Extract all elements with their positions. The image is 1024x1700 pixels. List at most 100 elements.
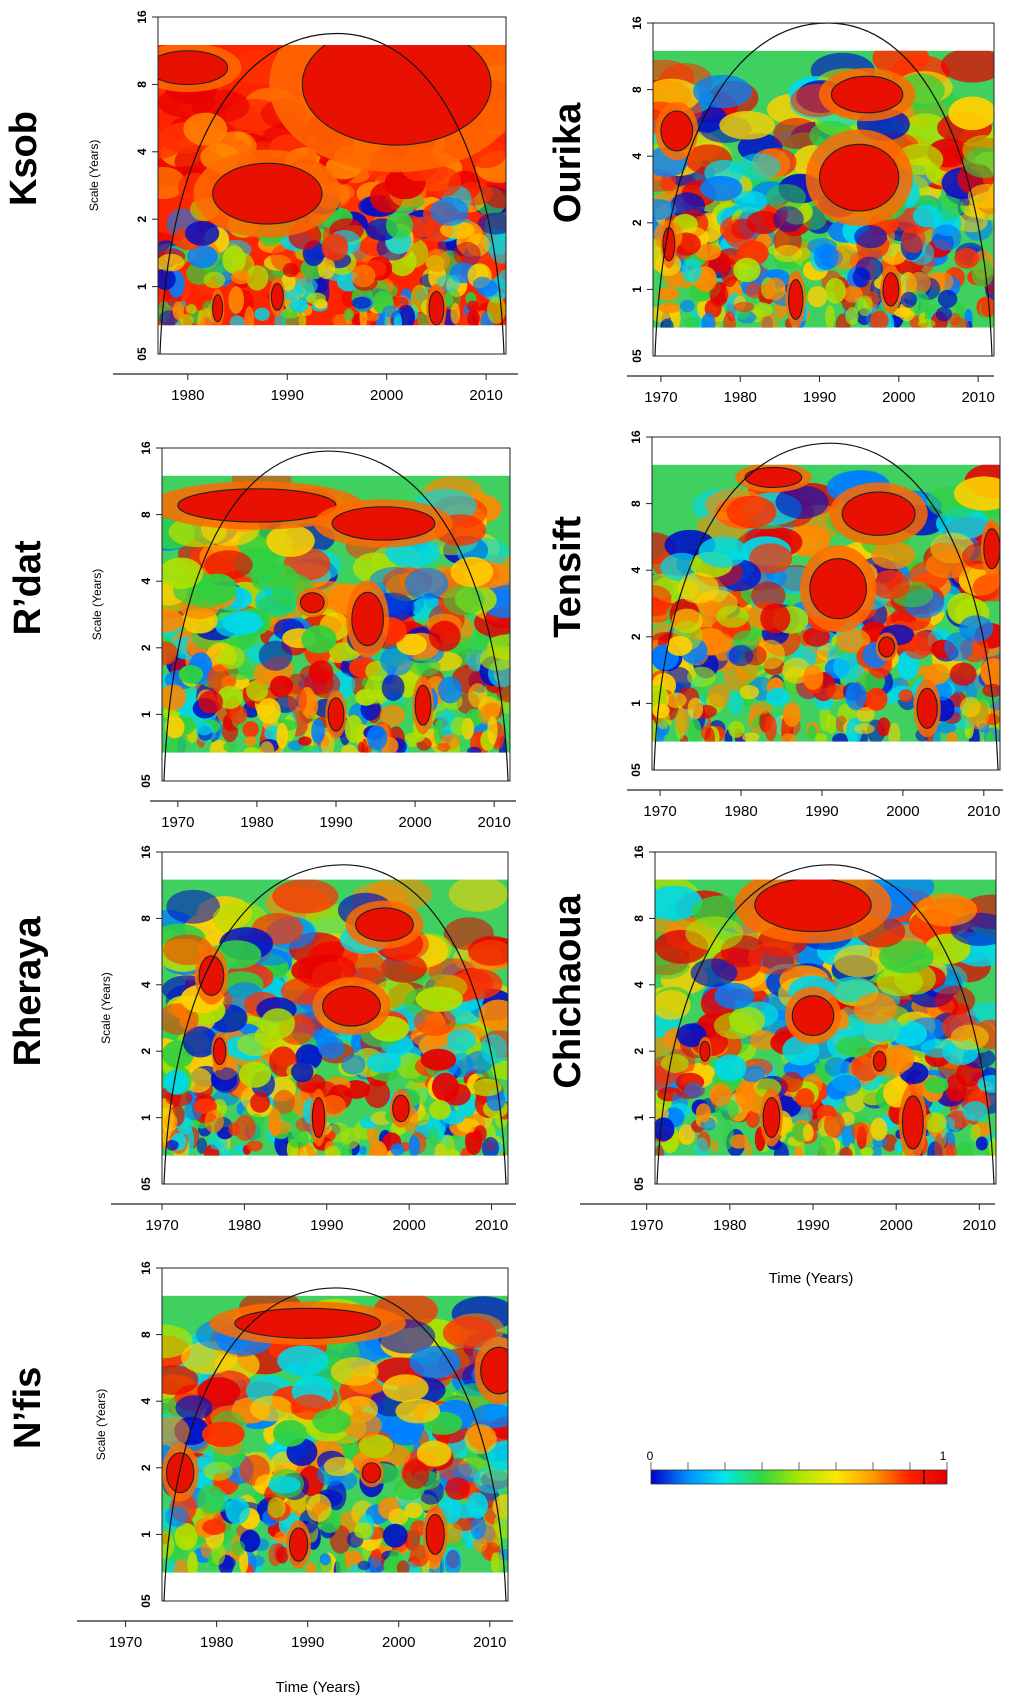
coherence-cell — [396, 1052, 425, 1079]
coherence-cell — [395, 1398, 441, 1424]
y-tick-label: 1 — [139, 1114, 153, 1121]
coherence-cell — [710, 1139, 719, 1153]
coherence-cell — [775, 485, 829, 519]
coherence-cell — [735, 1081, 756, 1110]
y-tick-label: 2 — [629, 633, 643, 640]
coherence-cell — [655, 990, 691, 1020]
coherence-cell — [239, 1529, 261, 1553]
y-tick-label: 8 — [630, 86, 644, 93]
coherence-cell — [162, 557, 204, 589]
coherence-cell — [733, 190, 768, 213]
coherence-cell — [773, 117, 820, 150]
coherence-cell — [165, 716, 185, 739]
coherence-cell — [970, 1124, 982, 1142]
coherence-cell — [865, 687, 888, 711]
y-tick-label: 1 — [135, 283, 149, 290]
coherence-cell — [925, 551, 974, 579]
x-tick-label: 1980 — [724, 803, 757, 820]
coherence-cell — [807, 725, 817, 740]
coherence-cell — [383, 1523, 408, 1548]
coherence-cell — [899, 307, 915, 321]
coherence-cell — [321, 233, 349, 261]
coherence-cell — [260, 1008, 296, 1039]
coherence-cell — [824, 277, 846, 304]
coherence-cell — [985, 731, 995, 742]
coherence-cell — [903, 113, 949, 146]
coherence-cell — [244, 736, 257, 747]
coherence-cell — [162, 743, 172, 753]
coherence-cell — [229, 315, 245, 326]
coherence-cell — [409, 1345, 461, 1379]
coherence-cell — [764, 277, 786, 301]
coherence-cell — [276, 722, 289, 749]
significance-contour — [841, 491, 916, 536]
top-margin-band — [655, 852, 996, 880]
x-tick-label: 2010 — [961, 389, 994, 406]
y-tick-label: 2 — [139, 1048, 153, 1055]
coherence-cell — [162, 684, 186, 711]
coherence-cell — [934, 1133, 944, 1156]
coherence-cell — [165, 1506, 189, 1528]
coherence-cell — [396, 1560, 410, 1573]
coherence-cell — [714, 1054, 747, 1081]
coherence-cell — [871, 541, 916, 570]
coherence-cell — [203, 271, 226, 289]
coherence-cell — [845, 682, 867, 711]
coherence-cell — [950, 317, 969, 328]
x-tick-label: 1970 — [161, 814, 194, 831]
coherence-cell — [366, 725, 388, 751]
coherence-cell — [878, 940, 934, 974]
bottom-margin-band — [655, 1155, 996, 1184]
coherence-cell — [652, 585, 672, 611]
y-axis-title: Scale (Years) — [90, 569, 104, 641]
coherence-cell — [443, 585, 485, 616]
coherence-cell — [410, 284, 430, 313]
coherence-cell — [231, 270, 251, 285]
coherence-cell — [480, 1034, 508, 1065]
x-tick-label: 2010 — [469, 387, 502, 404]
x-tick-label: 1980 — [713, 1217, 746, 1234]
coherence-cell — [826, 685, 846, 700]
coherence-cell — [723, 1121, 734, 1150]
coherence-cell — [900, 291, 918, 308]
coherence-cell — [325, 1480, 347, 1511]
coherence-cell — [954, 476, 1000, 511]
coherence-cell — [335, 1551, 347, 1573]
x-tick-label: 2000 — [882, 389, 915, 406]
coherence-cell — [845, 306, 859, 326]
coherence-cell — [660, 1054, 689, 1073]
y-tick-label: 8 — [135, 81, 149, 88]
y-tick-label: 8 — [139, 511, 153, 518]
coherence-cell — [854, 992, 897, 1025]
coherence-cell — [470, 1516, 486, 1540]
coherence-cell — [842, 286, 863, 303]
coherence-cell — [311, 719, 325, 744]
coherence-cell — [876, 967, 924, 997]
coherence-cell — [162, 641, 179, 666]
bottom-margin-band — [162, 752, 510, 781]
bottom-margin-band — [162, 1155, 508, 1184]
coherence-cell — [729, 1134, 749, 1149]
coherence-cell — [453, 241, 481, 267]
coherence-cell — [981, 299, 994, 317]
x-tick-label: 2010 — [967, 803, 1000, 820]
coherence-cell — [413, 1007, 456, 1036]
coherence-cell — [764, 715, 777, 742]
coherence-cell — [162, 1365, 199, 1395]
y-tick-label: 4 — [139, 1398, 153, 1405]
coherence-cell — [172, 301, 185, 321]
coherence-cell — [343, 308, 354, 322]
x-tick-label: 2000 — [398, 814, 431, 831]
significance-contour — [234, 1307, 382, 1339]
coherence-cell — [473, 1537, 488, 1552]
coherence-cell — [701, 312, 716, 328]
coherence-cell — [381, 674, 405, 701]
coherence-cell — [365, 312, 380, 322]
coherence-cell — [690, 958, 738, 988]
coherence-cell — [193, 1098, 217, 1114]
coherence-cell — [305, 1562, 317, 1573]
coherence-cell — [408, 1135, 420, 1156]
coherence-cell — [389, 1423, 422, 1446]
significance-contour — [177, 488, 337, 523]
